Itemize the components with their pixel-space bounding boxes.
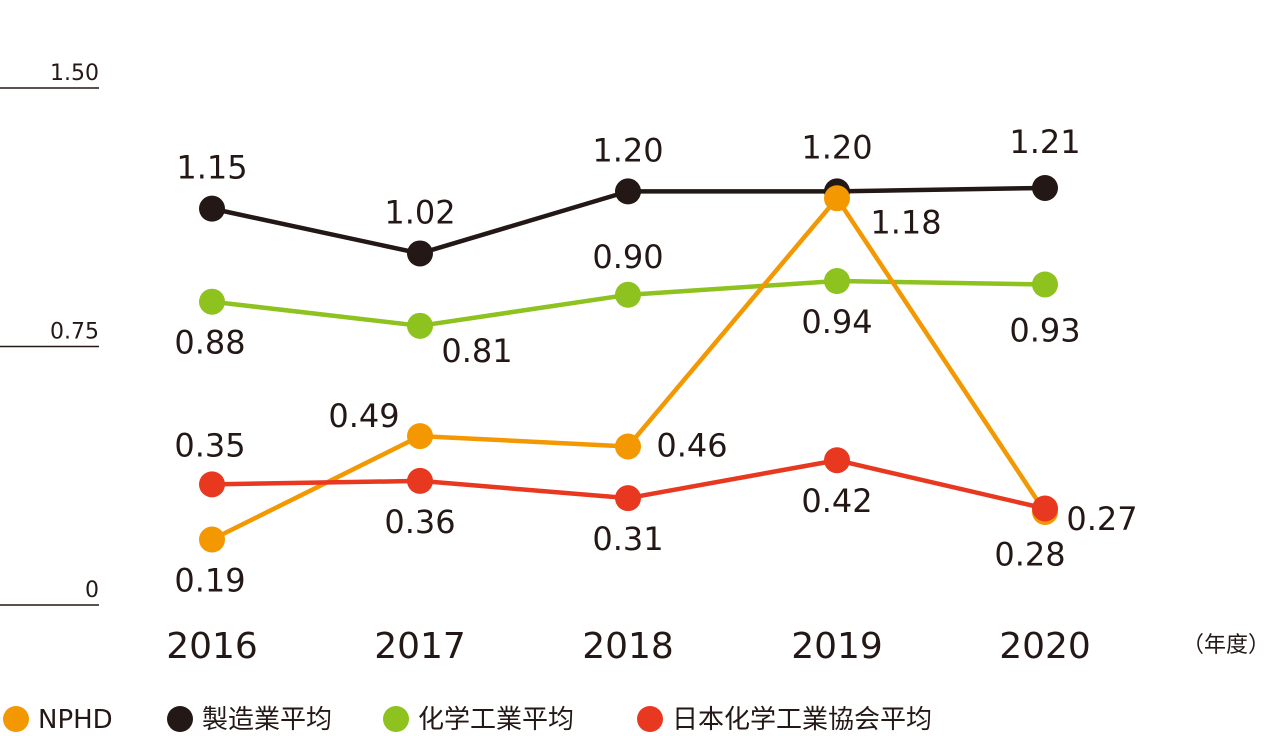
- data-point-chemical-industry-average: [824, 268, 850, 295]
- data-label-nphd: 1.18: [870, 203, 941, 241]
- legend-marker: [167, 706, 193, 732]
- data-label-nphd: 0.19: [174, 562, 245, 600]
- data-point-chemical-industry-average: [199, 288, 225, 315]
- data-label-chemical-industry-average: 0.88: [174, 324, 245, 362]
- x-tick-label: 2018: [582, 626, 674, 667]
- data-label-manufacturing-average: 1.20: [592, 131, 663, 169]
- y-tick-label: 0: [85, 578, 99, 603]
- data-label-jcia-average: 0.28: [994, 535, 1065, 573]
- x-tick-label: 2019: [791, 626, 883, 667]
- legend-marker: [383, 706, 409, 732]
- data-label-chemical-industry-average: 0.90: [592, 238, 663, 276]
- y-tick-label: 0.75: [50, 320, 99, 345]
- data-point-nphd: [199, 526, 225, 553]
- legend-marker: [637, 706, 663, 732]
- data-point-chemical-industry-average: [615, 281, 641, 308]
- data-label-manufacturing-average: 1.02: [384, 193, 455, 231]
- legend-label: 日本化学工業協会平均: [672, 705, 932, 735]
- data-labels: 1.15 1.02 1.20 1.20 1.21 0.88 0.81 0.90 0.94 0.93…: [174, 123, 1137, 600]
- data-point-nphd: [407, 423, 433, 450]
- data-point-jcia-average: [824, 447, 850, 474]
- data-label-chemical-industry-average: 0.81: [441, 332, 512, 370]
- data-point-jcia-average: [407, 467, 433, 494]
- x-tick-label: 2020: [999, 626, 1091, 667]
- x-tick-label: 2016: [166, 626, 258, 667]
- data-point-manufacturing-average: [199, 195, 225, 222]
- data-label-chemical-industry-average: 0.94: [801, 303, 872, 341]
- data-point-jcia-average: [615, 485, 641, 512]
- data-point-manufacturing-average: [407, 240, 433, 267]
- data-label-chemical-industry-average: 0.93: [1009, 311, 1080, 349]
- data-label-nphd: 0.49: [328, 397, 399, 435]
- legend-label: NPHD: [38, 705, 113, 735]
- legend: NPHD 製造業平均 化学工業平均 日本化学工業協会平均: [3, 705, 932, 735]
- data-label-manufacturing-average: 1.15: [176, 149, 247, 187]
- data-label-manufacturing-average: 1.20: [801, 128, 872, 166]
- data-point-nphd: [615, 433, 641, 460]
- x-axis-unit: （年度）: [1182, 633, 1270, 658]
- data-point-chemical-industry-average: [1032, 271, 1058, 298]
- legend-marker: [3, 706, 29, 732]
- data-point-chemical-industry-average: [407, 312, 433, 339]
- data-label-jcia-average: 0.35: [174, 426, 245, 464]
- data-label-jcia-average: 0.42: [801, 482, 872, 520]
- data-label-manufacturing-average: 1.21: [1009, 123, 1080, 161]
- data-label-jcia-average: 0.31: [592, 520, 663, 558]
- y-axis: 1.50 0.75 0: [0, 61, 99, 606]
- data-point-manufacturing-average: [615, 178, 641, 205]
- series-layer: [199, 174, 1058, 553]
- data-point-nphd: [824, 185, 850, 212]
- data-label-jcia-average: 0.36: [384, 503, 455, 541]
- data-label-nphd: 0.27: [1066, 500, 1137, 538]
- data-point-jcia-average: [1032, 495, 1058, 522]
- legend-label: 製造業平均: [202, 705, 332, 735]
- data-label-nphd: 0.46: [656, 426, 727, 464]
- data-point-manufacturing-average: [1032, 174, 1058, 201]
- data-point-jcia-average: [199, 471, 225, 498]
- x-axis: （年度） 2016 2017 2018 2019 2020: [166, 626, 1270, 667]
- legend-label: 化学工業平均: [418, 705, 574, 735]
- x-tick-label: 2017: [374, 626, 466, 667]
- y-tick-label: 1.50: [50, 61, 99, 86]
